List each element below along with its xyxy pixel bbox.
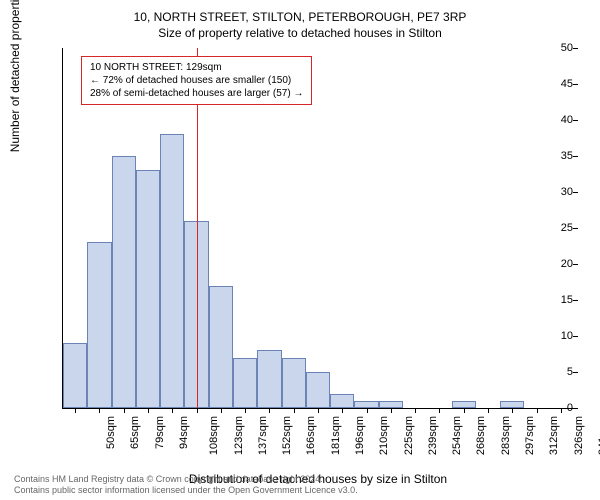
x-tick-label: 181sqm (330, 416, 342, 455)
x-tick-label: 283sqm (500, 416, 512, 455)
histogram-bar (330, 394, 354, 408)
y-tick-mark (573, 336, 578, 337)
x-tick-label: 254sqm (451, 416, 463, 455)
histogram-bar (452, 401, 476, 408)
histogram-bar (136, 170, 160, 408)
y-tick-label: 25 (545, 222, 573, 234)
x-tick-mark (124, 408, 125, 413)
y-tick-label: 30 (545, 186, 573, 198)
annotation-box: 10 NORTH STREET: 129sqm← 72% of detached… (81, 56, 312, 105)
x-tick-mark (512, 408, 513, 413)
plot-area: Number of detached properties Distributi… (62, 48, 573, 409)
x-tick-label: 312sqm (548, 416, 560, 455)
x-tick-mark (269, 408, 270, 413)
y-tick-mark (573, 408, 578, 409)
chart-title-main: 10, NORTH STREET, STILTON, PETERBOROUGH,… (10, 10, 590, 24)
x-tick-mark (439, 408, 440, 413)
footer-line-1: Contains HM Land Registry data © Crown c… (14, 474, 358, 485)
x-tick-mark (245, 408, 246, 413)
x-tick-mark (318, 408, 319, 413)
x-tick-mark (75, 408, 76, 413)
y-tick-mark (573, 84, 578, 85)
y-tick-mark (573, 300, 578, 301)
histogram-bar (160, 134, 184, 408)
y-tick-label: 0 (545, 402, 573, 414)
x-tick-mark (342, 408, 343, 413)
histogram-bar (257, 350, 281, 408)
histogram-bar (379, 401, 403, 408)
y-tick-label: 45 (545, 78, 573, 90)
footer-attribution: Contains HM Land Registry data © Crown c… (14, 474, 358, 497)
y-axis-label: Number of detached properties (8, 0, 22, 152)
y-tick-mark (573, 264, 578, 265)
x-tick-label: 123sqm (233, 416, 245, 455)
y-tick-mark (573, 48, 578, 49)
histogram-bar (209, 286, 233, 408)
x-tick-mark (464, 408, 465, 413)
histogram-bar (87, 242, 111, 408)
histogram-bar (112, 156, 136, 408)
x-tick-mark (221, 408, 222, 413)
y-tick-mark (573, 372, 578, 373)
x-tick-mark (415, 408, 416, 413)
x-tick-mark (197, 408, 198, 413)
x-tick-mark (488, 408, 489, 413)
x-tick-label: 196sqm (354, 416, 366, 455)
histogram-bar (354, 401, 378, 408)
x-tick-label: 210sqm (378, 416, 390, 455)
x-tick-mark (148, 408, 149, 413)
histogram-bar (500, 401, 524, 408)
y-tick-label: 40 (545, 114, 573, 126)
x-tick-label: 225sqm (403, 416, 415, 455)
histogram-bar (233, 358, 257, 408)
x-tick-label: 65sqm (129, 416, 141, 449)
x-tick-label: 50sqm (105, 416, 117, 449)
y-tick-label: 5 (545, 366, 573, 378)
chart-container: 10, NORTH STREET, STILTON, PETERBOROUGH,… (10, 10, 590, 490)
x-tick-label: 137sqm (257, 416, 269, 455)
y-tick-mark (573, 120, 578, 121)
x-tick-mark (367, 408, 368, 413)
x-tick-label: 268sqm (476, 416, 488, 455)
y-tick-label: 15 (545, 294, 573, 306)
x-tick-mark (99, 408, 100, 413)
footer-line-2: Contains public sector information licen… (14, 485, 358, 496)
x-tick-mark (561, 408, 562, 413)
y-tick-label: 10 (545, 330, 573, 342)
x-tick-label: 326sqm (573, 416, 585, 455)
x-tick-label: 239sqm (427, 416, 439, 455)
y-tick-mark (573, 156, 578, 157)
x-tick-mark (294, 408, 295, 413)
y-tick-label: 35 (545, 150, 573, 162)
x-tick-mark (537, 408, 538, 413)
y-tick-mark (573, 192, 578, 193)
annotation-line: ← 72% of detached houses are smaller (15… (90, 74, 303, 87)
x-tick-label: 94sqm (178, 416, 190, 449)
histogram-bar (63, 343, 87, 408)
y-tick-label: 50 (545, 42, 573, 54)
x-tick-mark (391, 408, 392, 413)
histogram-bar (306, 372, 330, 408)
y-tick-mark (573, 228, 578, 229)
x-tick-label: 166sqm (306, 416, 318, 455)
x-tick-label: 79sqm (154, 416, 166, 449)
x-tick-label: 297sqm (524, 416, 536, 455)
annotation-line: 28% of semi-detached houses are larger (… (90, 87, 303, 100)
chart-title-sub: Size of property relative to detached ho… (10, 26, 590, 40)
x-tick-label: 108sqm (208, 416, 220, 455)
x-tick-mark (172, 408, 173, 413)
x-tick-label: 152sqm (281, 416, 293, 455)
annotation-line: 10 NORTH STREET: 129sqm (90, 61, 303, 74)
y-tick-label: 20 (545, 258, 573, 270)
histogram-bar (282, 358, 306, 408)
